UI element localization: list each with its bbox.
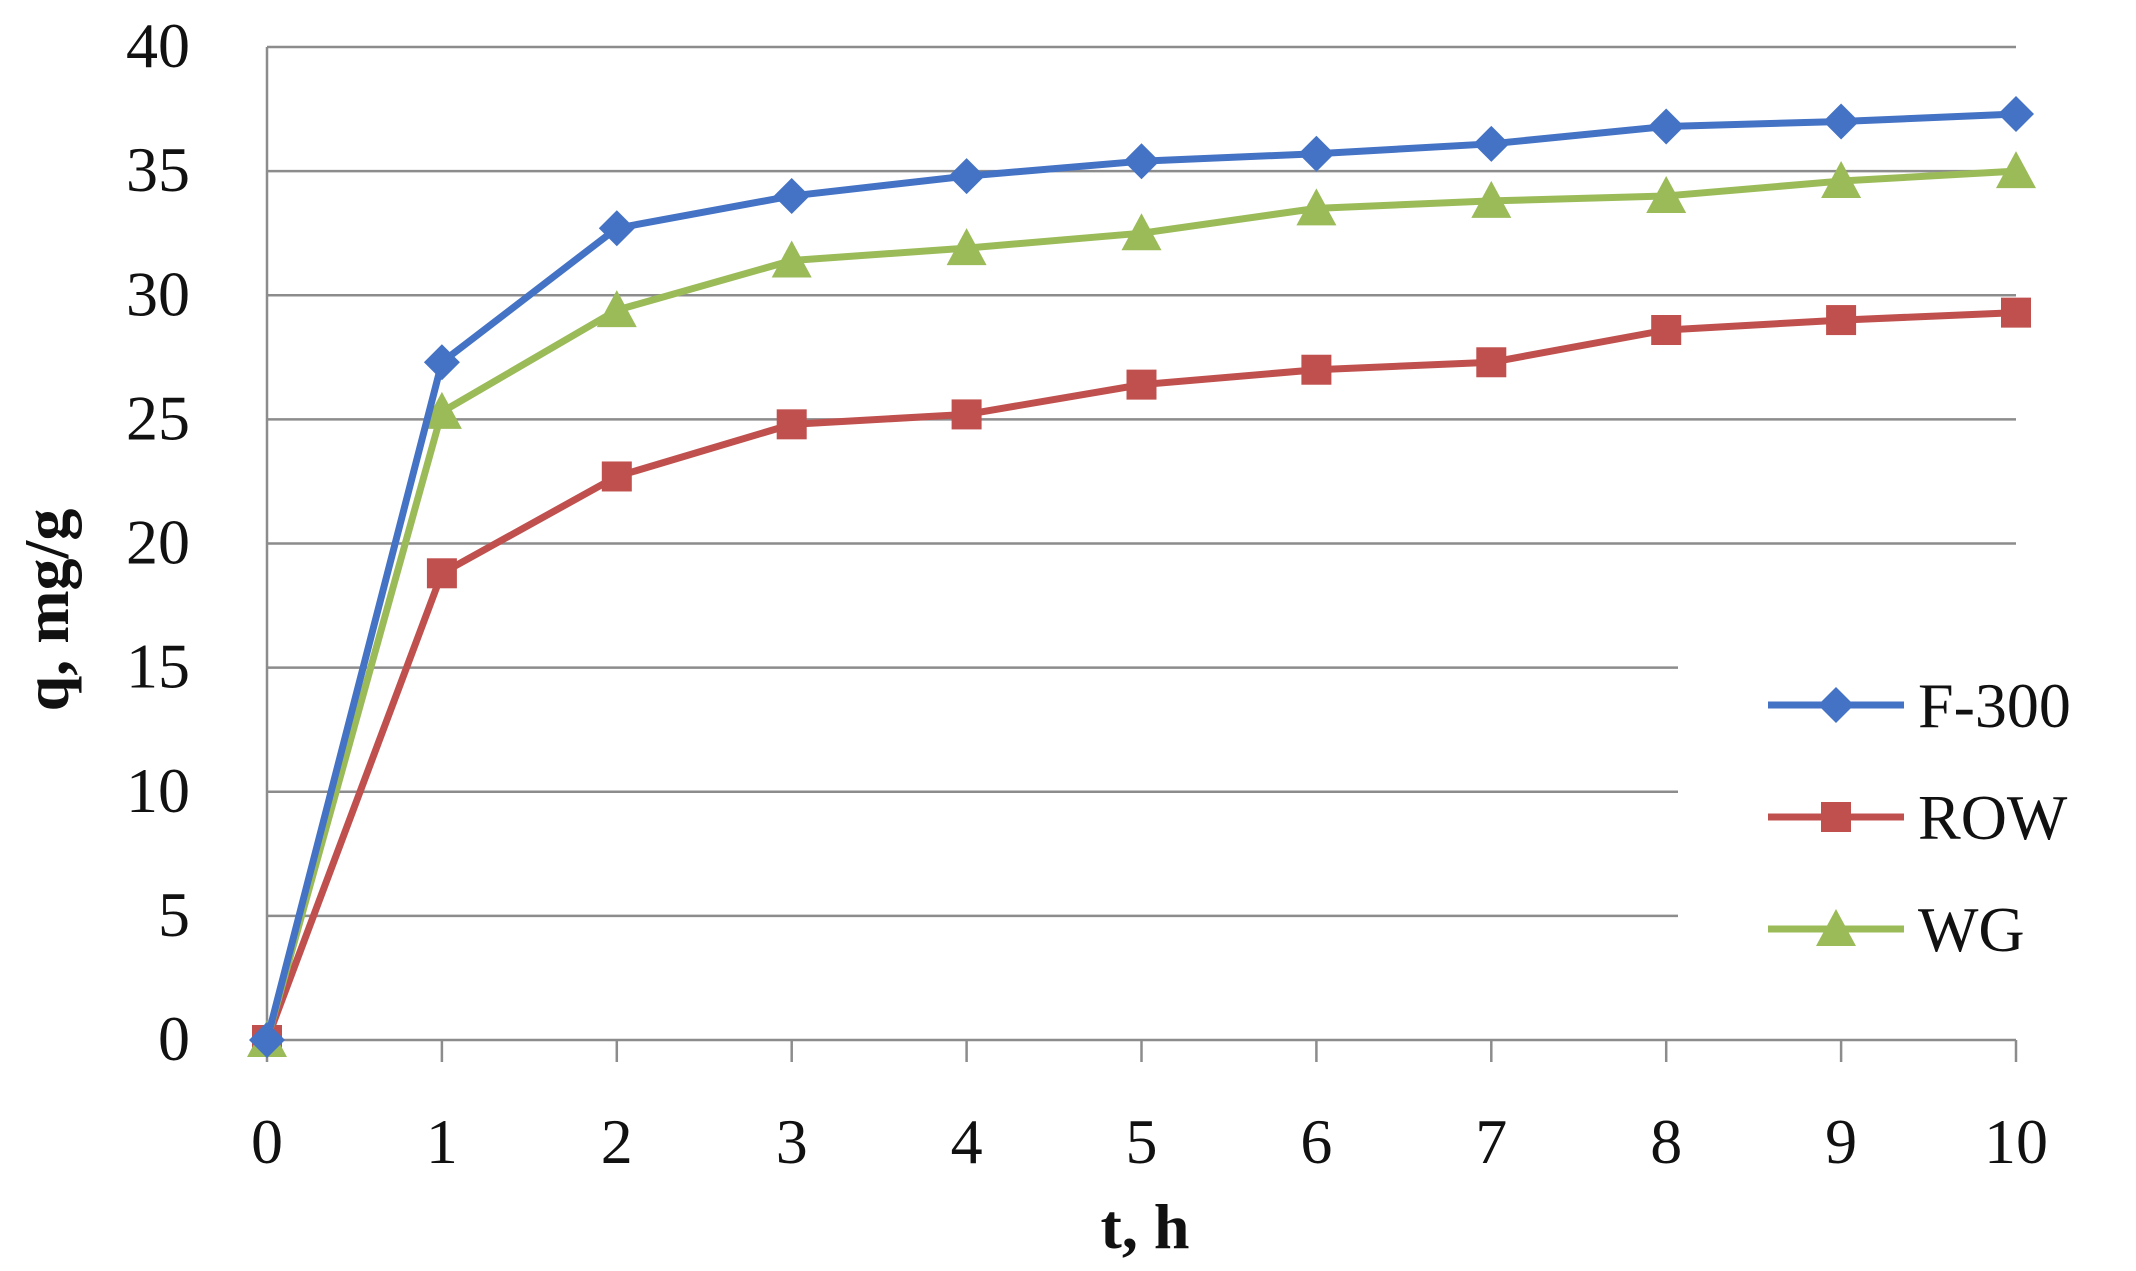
x-tick-label-9: 9 bbox=[1825, 1106, 1857, 1177]
data-point-f-300-4 bbox=[948, 158, 985, 195]
data-point-wg-3 bbox=[771, 240, 812, 278]
x-tick-label-10: 10 bbox=[1984, 1106, 2048, 1177]
data-series bbox=[247, 96, 2036, 1058]
data-point-row-3 bbox=[776, 409, 807, 440]
data-point-wg-2 bbox=[596, 290, 637, 328]
y-tick-label-15: 15 bbox=[126, 631, 190, 702]
x-tick-label-2: 2 bbox=[601, 1106, 633, 1177]
legend-marker-wg bbox=[1816, 909, 1856, 946]
legend-marker-f-300 bbox=[1818, 687, 1854, 723]
y-tick-label-20: 20 bbox=[126, 507, 190, 578]
data-point-f-300-0 bbox=[249, 1022, 285, 1058]
x-tick-label-1: 1 bbox=[426, 1106, 458, 1177]
data-point-wg-1 bbox=[421, 391, 462, 429]
data-point-wg-8 bbox=[1646, 175, 1687, 213]
series-f-300 bbox=[249, 96, 2034, 1058]
x-tick-label-0: 0 bbox=[251, 1106, 283, 1177]
series-row bbox=[252, 297, 2031, 1055]
data-point-f-300-7 bbox=[1473, 125, 1510, 162]
x-axis-title: t, h bbox=[1101, 1191, 1190, 1262]
data-point-row-5 bbox=[1126, 369, 1157, 400]
y-tick-label-30: 30 bbox=[126, 258, 190, 329]
legend-item-f-300: F-300 bbox=[1768, 670, 2071, 741]
data-point-f-300-10 bbox=[1998, 96, 2034, 133]
legend-label-row: ROW bbox=[1918, 782, 2068, 853]
data-point-row-7 bbox=[1476, 347, 1507, 378]
data-point-f-300-2 bbox=[598, 210, 635, 247]
data-point-wg-10 bbox=[1996, 151, 2036, 189]
y-tick-label-5: 5 bbox=[158, 879, 190, 950]
data-point-wg-7 bbox=[1471, 180, 1512, 218]
y-tick-label-25: 25 bbox=[126, 382, 190, 453]
x-tick-label-4: 4 bbox=[951, 1106, 983, 1177]
data-point-row-2 bbox=[601, 461, 632, 492]
data-point-wg-5 bbox=[1121, 213, 1162, 251]
series-wg bbox=[247, 151, 2036, 1057]
x-tick-label-6: 6 bbox=[1300, 1106, 1332, 1177]
y-tick-label-35: 35 bbox=[126, 134, 190, 205]
legend-item-row: ROW bbox=[1768, 782, 2068, 853]
data-point-row-4 bbox=[951, 399, 982, 430]
legend-marker-row bbox=[1821, 802, 1851, 832]
data-point-f-300-1 bbox=[423, 344, 460, 381]
legend: F-300 ROW WG bbox=[1768, 670, 2071, 965]
data-point-f-300-9 bbox=[1823, 103, 1860, 140]
x-tick-label-5: 5 bbox=[1126, 1106, 1158, 1177]
series-line-row bbox=[263, 309, 2017, 1042]
y-tick-label-0: 0 bbox=[158, 1003, 190, 1074]
data-point-row-9 bbox=[1826, 305, 1857, 336]
data-point-f-300-5 bbox=[1123, 143, 1160, 180]
x-tick-label-3: 3 bbox=[776, 1106, 808, 1177]
x-tick-label-8: 8 bbox=[1650, 1106, 1682, 1177]
y-tick-label-40: 40 bbox=[126, 10, 190, 81]
legend-label-f-300: F-300 bbox=[1918, 670, 2071, 741]
x-tick-label-7: 7 bbox=[1475, 1106, 1507, 1177]
y-axis-title: q, mg/g bbox=[11, 509, 82, 712]
data-point-row-10 bbox=[2001, 297, 2031, 328]
data-point-wg-9 bbox=[1821, 161, 1862, 199]
data-point-row-8 bbox=[1651, 315, 1682, 346]
data-point-wg-6 bbox=[1296, 188, 1337, 226]
series-line-wg bbox=[263, 167, 2017, 1041]
legend-item-wg: WG bbox=[1768, 894, 2025, 965]
data-point-row-1 bbox=[426, 558, 457, 589]
data-point-row-6 bbox=[1301, 354, 1332, 385]
series-line-f-300 bbox=[263, 110, 2017, 1041]
data-point-f-300-3 bbox=[773, 177, 810, 214]
legend-label-wg: WG bbox=[1918, 894, 2025, 965]
axes: 0 5 10 15 20 25 30 35 40 0 1 2 3 4 5 6 7 8 9 10 bbox=[126, 10, 2048, 1177]
data-point-f-300-6 bbox=[1298, 135, 1335, 172]
data-point-f-300-8 bbox=[1648, 108, 1685, 145]
data-point-wg-4 bbox=[946, 228, 987, 266]
y-tick-label-10: 10 bbox=[126, 755, 190, 826]
